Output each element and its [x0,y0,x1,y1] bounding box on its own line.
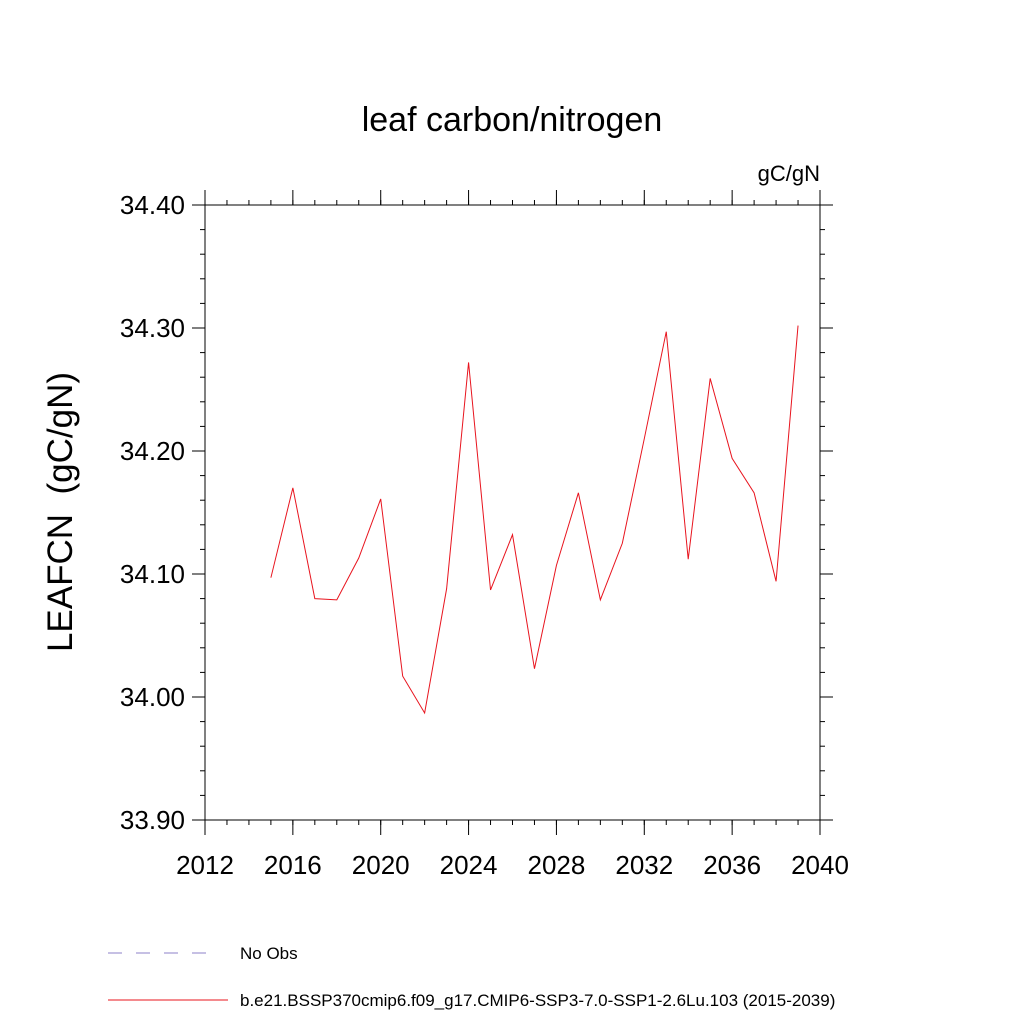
y-axis-label: LEAFCN (gC/gN) [41,372,80,652]
legend: No Obs b.e21.BSSP370cmip6.f09_g17.CMIP6-… [108,944,835,1010]
x-tick-label: 2024 [440,850,498,880]
legend-label-no-obs: No Obs [240,944,298,963]
y-tick-label: 34.00 [120,682,185,712]
x-tick-label: 2016 [264,850,322,880]
x-tick-label: 2040 [791,850,849,880]
units-label: gC/gN [758,161,820,186]
series-line-0 [270,325,799,715]
y-tick-label: 34.20 [120,436,185,466]
y-tick-label: 34.10 [120,559,185,589]
y-tick-label: 33.90 [120,805,185,835]
legend-label-series: b.e21.BSSP370cmip6.f09_g17.CMIP6-SSP3-7.… [240,991,835,1010]
y-tick-label: 34.40 [120,190,185,220]
x-tick-label: 2028 [528,850,586,880]
x-tick-label: 2036 [703,850,761,880]
chart-title: leaf carbon/nitrogen [362,101,663,139]
axes: 33.90 34.00 34.10 34.20 34.30 34.40 2012 2016 20… [120,190,849,880]
x-tick-label: 2032 [615,850,673,880]
x-tick-label: 2020 [352,850,410,880]
x-tick-label: 2012 [176,850,234,880]
y-tick-label: 34.30 [120,313,185,343]
plot-lines [270,325,799,715]
